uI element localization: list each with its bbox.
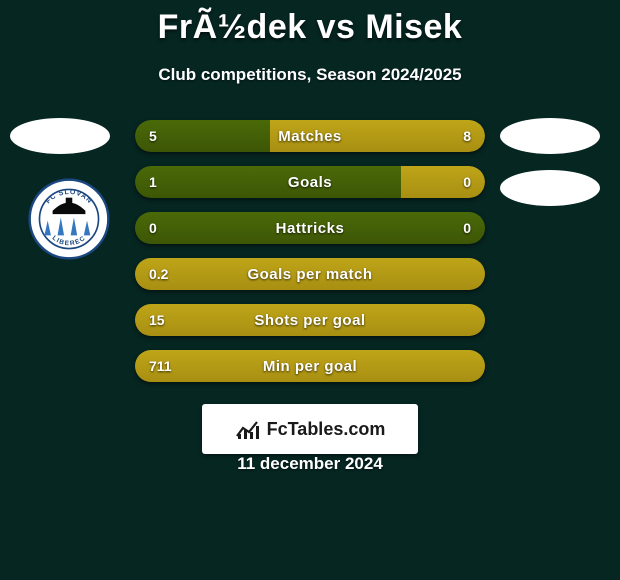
stat-label: Shots per goal [135,304,485,336]
team-badge-liberec: FC SLOVAN LIBEREC [28,178,110,260]
branding-text: FcTables.com [267,419,386,440]
stat-row: 00Hattricks [135,212,485,244]
branding-badge[interactable]: FcTables.com [202,404,418,454]
stat-label: Goals per match [135,258,485,290]
stat-label: Hattricks [135,212,485,244]
player2-avatar-b [500,170,600,206]
comparison-bars: 58Matches 10Goals 00Hattricks 0.2Goals per … [135,120,485,396]
chart-icon [235,418,261,440]
player2-avatar [500,118,600,154]
stat-row: 0.2Goals per match [135,258,485,290]
stat-row: 15Shots per goal [135,304,485,336]
date-label: 11 december 2024 [0,454,620,474]
stat-row: 711Min per goal [135,350,485,382]
subtitle: Club competitions, Season 2024/2025 [0,65,620,85]
player1-avatar [10,118,110,154]
page-title: FrÃ½dek vs Misek [0,0,620,47]
stat-row: 10Goals [135,166,485,198]
stat-label: Matches [135,120,485,152]
stat-row: 58Matches [135,120,485,152]
stat-label: Goals [135,166,485,198]
stat-label: Min per goal [135,350,485,382]
